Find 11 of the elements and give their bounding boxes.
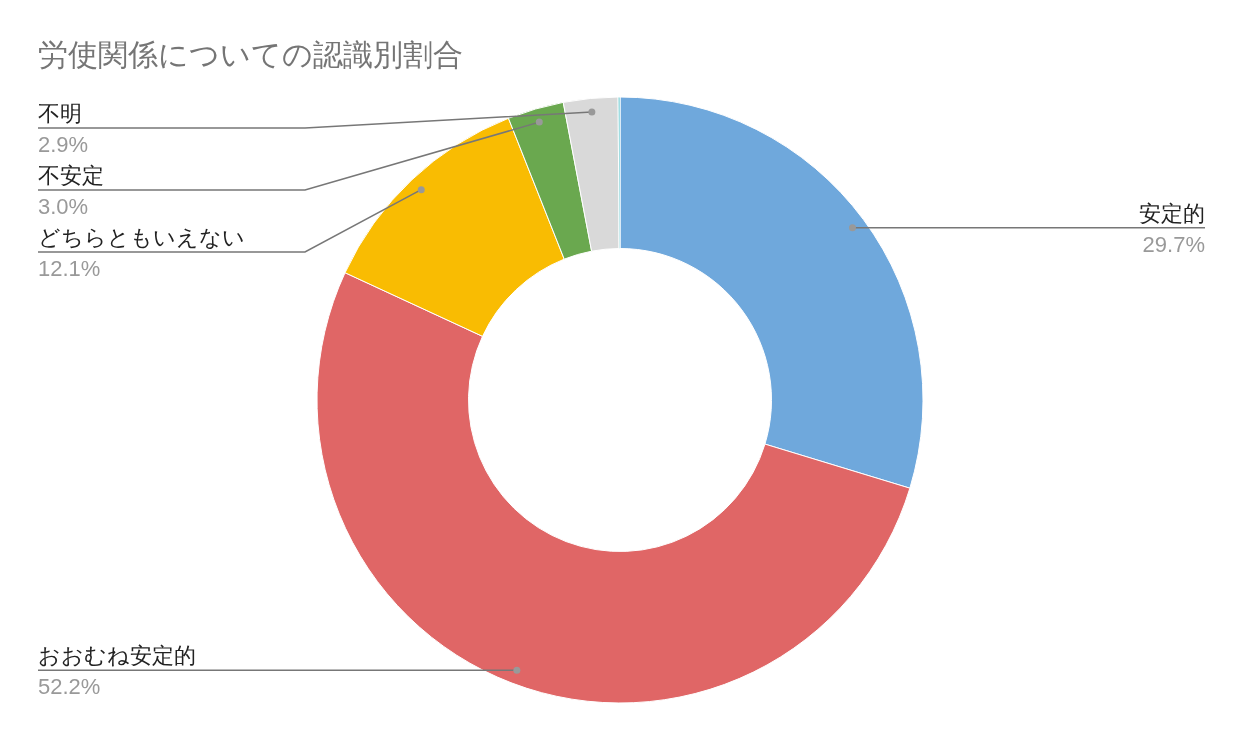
chart-title: 労使関係についての認識別割合: [38, 38, 463, 71]
slice-label: どちらともいえない: [38, 225, 245, 250]
data-label: 2.9%: [38, 132, 89, 157]
data-label: 12.1%: [38, 256, 101, 281]
data-label: 52.2%: [38, 674, 101, 700]
slice-label: 不明: [38, 101, 82, 126]
slice-label: 安定的: [1139, 200, 1205, 226]
slice-label: おおむね安定的: [38, 643, 196, 669]
data-label: 29.7%: [1142, 231, 1205, 257]
data-label: 3.0%: [38, 194, 89, 219]
slice-label: 不安定: [38, 163, 104, 188]
